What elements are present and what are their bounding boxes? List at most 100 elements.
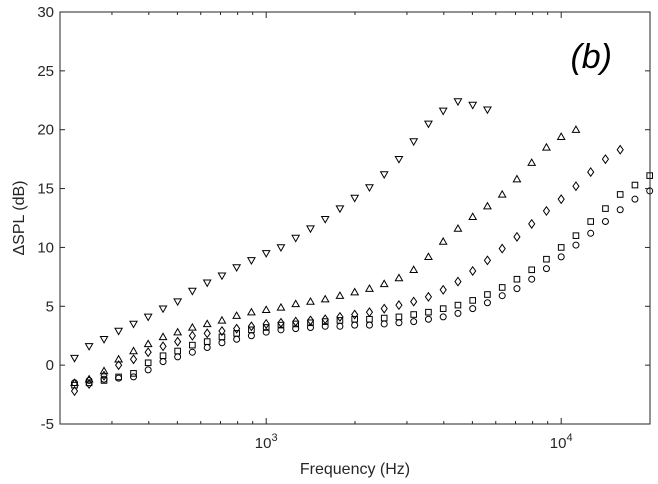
- data-point-triangle-up: [232, 311, 242, 319]
- data-point-circle: [528, 275, 536, 283]
- data-point-circle: [262, 328, 270, 336]
- data-point-diamond: [498, 243, 506, 254]
- data-point-triangle-down: [468, 101, 478, 110]
- data-point-triangle-up: [129, 346, 138, 355]
- data-point-triangle-down: [158, 305, 168, 314]
- data-point-triangle-down: [70, 354, 79, 363]
- data-point-triangle-up: [497, 189, 507, 198]
- data-point-square: [631, 181, 639, 189]
- data-point-circle: [188, 348, 196, 356]
- data-point-circle: [365, 321, 373, 329]
- data-point-square: [543, 255, 550, 263]
- data-point-circle: [601, 218, 609, 226]
- data-point-diamond: [424, 291, 433, 302]
- data-point-circle: [277, 326, 285, 334]
- data-point-diamond: [262, 318, 270, 330]
- data-point-triangle-up: [99, 366, 109, 375]
- data-point-square: [557, 244, 565, 251]
- data-point-diamond: [233, 323, 241, 334]
- data-point-diamond: [351, 309, 359, 320]
- data-point-triangle-up: [365, 284, 374, 292]
- data-point-circle: [203, 343, 211, 351]
- y-tick-label: 0: [46, 357, 54, 374]
- data-point-circle: [395, 319, 403, 327]
- data-point-triangle-up: [276, 302, 286, 311]
- data-point-circle: [631, 195, 639, 203]
- data-point-circle: [130, 373, 138, 381]
- data-point-circle: [336, 322, 344, 330]
- data-point-triangle-up: [217, 315, 227, 324]
- y-tick-label: 20: [37, 122, 54, 139]
- y-axis-ticks: -5 0 5 10 15 20 25 30: [37, 4, 650, 433]
- data-point-circle: [616, 206, 624, 214]
- data-markers: [70, 98, 654, 397]
- data-point-circle: [159, 358, 167, 366]
- data-point-circle: [410, 318, 418, 326]
- data-point-circle: [587, 229, 595, 237]
- data-point-diamond: [542, 205, 551, 216]
- data-point-square: [71, 381, 78, 389]
- data-point-triangle-down: [453, 98, 463, 107]
- data-point-triangle-up: [246, 307, 256, 316]
- data-point-diamond: [218, 325, 226, 337]
- data-point-triangle-up: [202, 319, 212, 328]
- data-point-triangle-up: [438, 236, 448, 245]
- data-point-triangle-up: [409, 265, 419, 273]
- x-axis-label: Frequency (Hz): [300, 461, 410, 478]
- data-point-triangle-up: [335, 291, 345, 299]
- data-point-square: [498, 284, 506, 291]
- data-point-circle: [144, 366, 152, 374]
- data-point-square: [130, 370, 137, 377]
- data-point-triangle-down: [173, 298, 183, 307]
- x-tick-label: 103: [255, 432, 278, 452]
- data-point-triangle-up: [571, 125, 581, 133]
- data-point-square: [513, 275, 521, 283]
- data-point-triangle-down: [246, 257, 256, 265]
- data-point-circle: [424, 315, 432, 323]
- data-point-triangle-up: [468, 212, 478, 221]
- data-point-circle: [71, 379, 79, 387]
- data-point-triangle-down: [276, 244, 286, 253]
- data-point-diamond: [439, 284, 447, 295]
- data-point-triangle-down: [423, 120, 433, 129]
- data-point-square: [484, 291, 491, 298]
- data-point-diamond: [513, 231, 521, 242]
- data-point-circle: [85, 376, 93, 384]
- data-point-square: [587, 218, 594, 225]
- data-point-triangle-up: [84, 374, 94, 383]
- y-tick-label: 25: [37, 63, 54, 80]
- data-point-diamond: [587, 167, 595, 178]
- data-point-diamond: [469, 265, 477, 277]
- data-point-circle: [174, 353, 182, 361]
- data-point-square: [469, 297, 476, 304]
- data-point-triangle-up: [306, 296, 315, 305]
- data-point-triangle-down: [261, 250, 271, 258]
- data-point-square: [454, 301, 462, 309]
- data-point-square: [528, 266, 535, 274]
- y-tick-label: 30: [37, 4, 54, 21]
- data-point-square: [307, 319, 314, 327]
- data-point-triangle-up: [173, 327, 183, 336]
- data-point-diamond: [174, 336, 182, 347]
- y-tick-label: 15: [37, 181, 54, 198]
- y-tick-label: -5: [41, 416, 54, 433]
- data-point-circle: [483, 299, 491, 307]
- data-point-triangle-up: [556, 132, 566, 140]
- data-point-square: [277, 321, 285, 329]
- data-point-circle: [218, 339, 226, 347]
- data-point-triangle-down: [217, 272, 227, 281]
- data-point-square: [602, 205, 609, 212]
- data-point-circle: [115, 374, 123, 382]
- data-point-triangle-down: [232, 264, 242, 273]
- data-point-diamond: [572, 181, 580, 192]
- data-point-diamond: [203, 328, 211, 339]
- data-point-diamond: [454, 276, 462, 287]
- data-point-triangle-down: [143, 313, 153, 322]
- data-point-triangle-up: [291, 299, 301, 308]
- data-point-triangle-down: [187, 287, 197, 296]
- data-point-triangle-down: [438, 107, 448, 116]
- data-point-diamond: [129, 354, 138, 365]
- data-point-square: [439, 305, 447, 312]
